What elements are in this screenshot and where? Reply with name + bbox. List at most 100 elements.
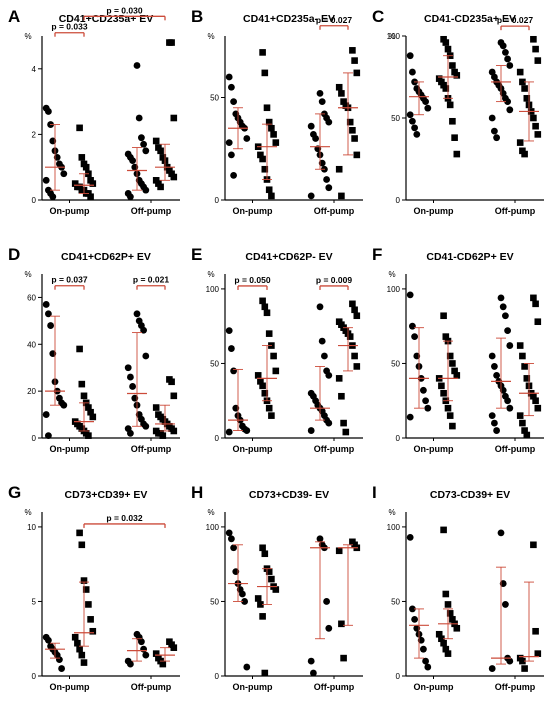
data-point-circle <box>318 159 326 167</box>
series-circle-on-pump <box>406 533 432 671</box>
data-point-circle <box>142 147 150 155</box>
data-point-circle <box>488 665 496 672</box>
data-point-circle <box>499 303 507 311</box>
p-value-label: p = 0.021 <box>133 275 169 285</box>
data-point-square <box>440 389 447 397</box>
data-point-square <box>453 72 461 79</box>
data-point-circle <box>225 529 233 537</box>
data-point-circle <box>316 303 324 311</box>
y-tick-label: 10 <box>27 523 36 532</box>
y-tick-label: 0 <box>32 434 37 443</box>
y-tick-label: 100 <box>387 285 401 294</box>
data-point-circle <box>60 401 68 409</box>
data-point-square <box>261 550 269 558</box>
series-circle-off-pump <box>307 90 333 200</box>
data-point-square <box>85 432 92 439</box>
data-point-circle <box>127 660 134 668</box>
data-point-square <box>87 408 94 416</box>
data-point-square <box>442 39 450 46</box>
data-point-circle <box>420 645 427 653</box>
series-circle-off-pump <box>124 630 150 668</box>
y-tick-label: 0 <box>396 672 401 681</box>
data-point-circle <box>228 345 235 352</box>
panel-i: I CD73-CD39+ EV% 0 50 100 On-pump Off-pump <box>372 483 544 692</box>
panel-e: E CD41+CD62P- EV% 0 50 100 On-pump Off-pump p =… <box>191 245 363 454</box>
data-point-circle <box>241 598 248 605</box>
data-point-square <box>516 68 524 76</box>
data-point-square <box>451 367 458 375</box>
data-point-square <box>74 639 81 647</box>
data-point-square <box>338 90 345 97</box>
data-point-circle <box>488 352 496 360</box>
data-point-circle <box>411 124 418 132</box>
data-point-circle <box>243 663 251 671</box>
panel-letter: E <box>191 245 202 264</box>
data-point-circle <box>42 176 50 184</box>
data-point-square <box>89 627 97 635</box>
data-point-square <box>87 193 94 201</box>
data-point-circle <box>323 598 330 605</box>
data-point-circle <box>138 134 145 142</box>
data-point-square <box>270 131 277 138</box>
data-point-circle <box>45 310 52 318</box>
data-point-square <box>257 378 264 385</box>
panel-b: B CD41+CD235a- EV% 0 50 On-pump Off-pump p = 0… <box>191 7 363 216</box>
data-point-square <box>78 380 86 388</box>
series-circle-on-pump <box>406 52 432 138</box>
data-point-square <box>259 297 266 305</box>
x-group-label-on-pump: On-pump <box>50 206 90 216</box>
data-point-circle <box>140 326 148 334</box>
p-value-annotation: p = 0.021 <box>133 275 169 290</box>
data-point-circle <box>225 73 233 81</box>
data-point-square <box>442 333 450 340</box>
data-point-circle <box>58 665 65 672</box>
data-point-square <box>444 45 452 53</box>
data-point-square <box>259 49 266 56</box>
x-group-label-off-pump: Off-pump <box>495 206 536 216</box>
data-point-circle <box>228 83 235 91</box>
y-unit-label: % <box>24 32 31 41</box>
x-group-label-off-pump: Off-pump <box>131 444 172 454</box>
panel-letter: H <box>191 483 203 502</box>
data-point-square <box>438 382 445 390</box>
data-point-square <box>534 57 542 64</box>
data-point-square <box>446 101 454 109</box>
panel-letter: B <box>191 7 203 26</box>
data-point-square <box>257 151 264 159</box>
y-tick-label: 100 <box>387 32 401 41</box>
series-square-off-pump <box>152 39 178 191</box>
p-value-annotation: p = 0.009 <box>316 275 352 290</box>
data-point-square <box>534 404 542 412</box>
data-point-circle <box>230 544 237 552</box>
data-point-square <box>78 541 86 549</box>
data-point-circle <box>506 342 514 349</box>
data-point-square <box>516 139 524 146</box>
x-group-label-on-pump: On-pump <box>414 682 454 692</box>
data-point-square <box>449 62 456 69</box>
data-point-circle <box>49 193 57 201</box>
p-value-label: p = 0.037 <box>51 275 87 285</box>
data-point-square <box>259 613 266 620</box>
data-point-square <box>157 147 164 155</box>
data-point-square <box>259 544 266 552</box>
panel-letter: G <box>8 483 21 502</box>
data-point-circle <box>60 170 68 178</box>
y-tick-label: 0 <box>32 672 37 681</box>
data-point-square <box>254 595 262 602</box>
chart-title: CD41+CD235a- EV <box>243 13 335 25</box>
data-point-square <box>270 352 277 360</box>
panel-c: C CD41-CD235a+ EV% 0 50 100 On-pump Off-pump p … <box>372 7 544 216</box>
data-point-square <box>351 135 358 142</box>
data-point-square <box>335 375 343 382</box>
data-point-circle <box>131 163 139 171</box>
data-point-square <box>530 294 537 302</box>
y-unit-label: % <box>207 508 214 517</box>
data-point-circle <box>230 98 237 105</box>
data-point-circle <box>497 529 505 537</box>
data-point-square <box>268 412 275 419</box>
series-square-off-pump <box>335 47 361 200</box>
data-point-square <box>170 644 178 651</box>
data-point-square <box>80 392 88 400</box>
data-point-square <box>519 352 526 360</box>
